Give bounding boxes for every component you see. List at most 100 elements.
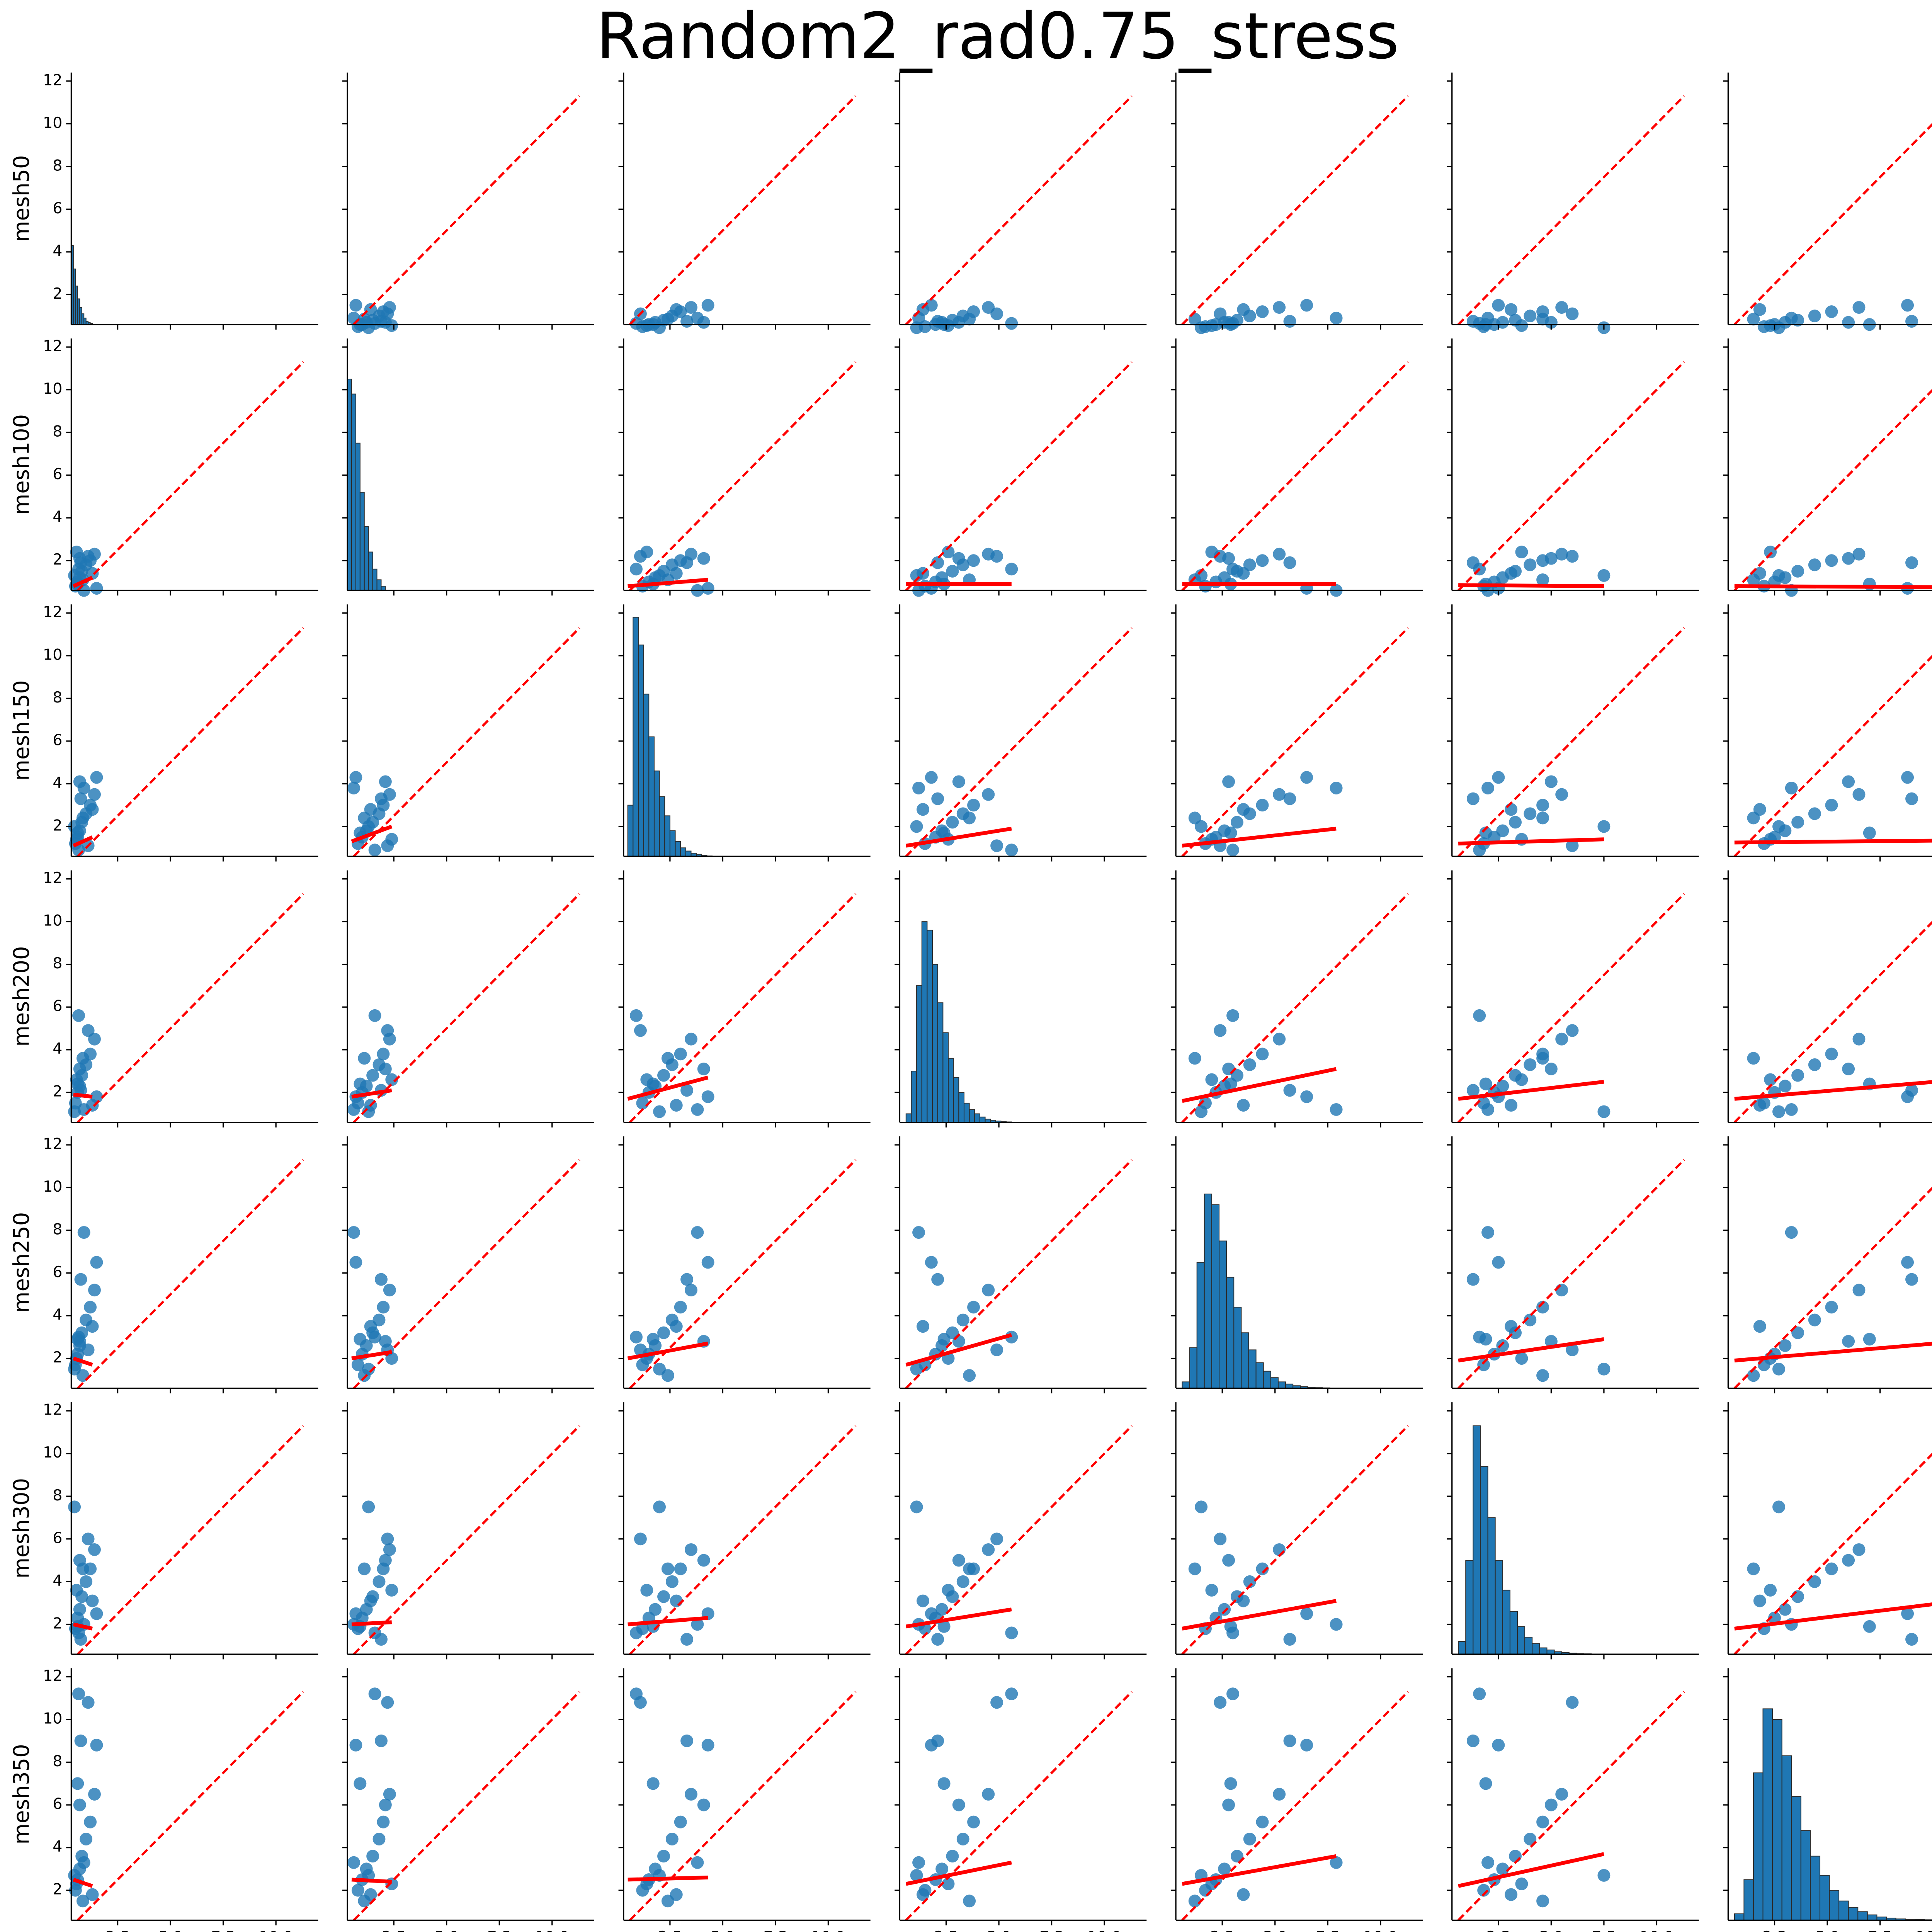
scatter-point	[685, 1032, 697, 1046]
scatter-point	[1825, 1048, 1838, 1061]
x-tick-label: 10.0	[811, 1928, 845, 1932]
scatter-point	[910, 820, 923, 833]
reference-line	[1457, 627, 1685, 857]
scatter-point	[76, 1895, 89, 1908]
scatter-point	[1195, 1105, 1208, 1118]
scatter-point	[1536, 1895, 1549, 1908]
scatter-point	[80, 1833, 93, 1845]
scatter-point	[630, 1626, 643, 1639]
panel	[618, 338, 871, 597]
hist-bar	[675, 841, 681, 857]
scatter-point	[1477, 1884, 1490, 1897]
reference-line	[77, 361, 304, 592]
scatter-point	[691, 1103, 704, 1116]
panel	[1447, 338, 1699, 597]
scatter-point	[1226, 563, 1239, 576]
scatter-point	[952, 552, 965, 565]
hist-bar	[659, 796, 665, 857]
y-tick-label: 4	[53, 242, 62, 260]
scatter-point	[946, 816, 959, 829]
scatter-point	[931, 1734, 944, 1747]
scatter-point	[82, 1532, 95, 1546]
scatter-point	[1785, 782, 1798, 794]
scatter-point	[685, 301, 697, 314]
reference-line	[1733, 1187, 1932, 1389]
panel	[342, 338, 595, 596]
scatter-point	[931, 1633, 944, 1646]
scatter-point	[1214, 1532, 1227, 1546]
scatter-point	[649, 1603, 662, 1616]
x-tick-label: 7.5	[764, 1928, 788, 1932]
reference-line	[905, 361, 1133, 592]
x-tick-label: 10.0	[259, 1928, 293, 1932]
scatter-point	[1905, 1273, 1918, 1286]
scatter-point	[1273, 1787, 1286, 1801]
reference-line	[629, 361, 857, 592]
scatter-point	[1195, 1500, 1208, 1514]
hist-bar	[1743, 1879, 1754, 1921]
scatter-point	[84, 1301, 97, 1314]
scatter-point	[77, 1226, 90, 1239]
scatter-point	[1524, 1833, 1537, 1845]
scatter-point	[88, 1284, 101, 1297]
scatter-point	[942, 1878, 955, 1890]
scatter-point	[674, 1562, 687, 1575]
scatter-point	[1300, 1607, 1313, 1620]
y-tick-label: 6	[53, 199, 62, 217]
scatter-point	[657, 1326, 670, 1339]
panel	[1170, 1136, 1423, 1394]
y-tick-label: 6	[53, 1529, 62, 1547]
fit-line	[1182, 1599, 1337, 1631]
scatter-point	[1226, 844, 1239, 857]
y-tick-label: 6	[53, 1795, 62, 1813]
scatter-point	[1901, 1256, 1914, 1269]
scatter-point	[71, 1777, 84, 1790]
scatter-point	[73, 1603, 86, 1616]
reference-line	[353, 1159, 580, 1389]
scatter-point	[1536, 1815, 1549, 1828]
scatter-point	[1772, 1500, 1785, 1514]
x-tick-label: 2.5	[934, 1928, 958, 1932]
hist-bar	[1867, 1914, 1878, 1921]
scatter-point	[381, 1696, 394, 1709]
scatter-point	[1224, 1620, 1237, 1633]
scatter-point	[379, 1063, 392, 1075]
scatter-point	[74, 1273, 87, 1286]
reference-line	[1457, 361, 1685, 592]
scatter-point	[952, 316, 965, 329]
scatter-point	[1764, 546, 1777, 559]
scatter-point	[670, 1594, 683, 1607]
scatter-point	[364, 303, 377, 316]
hist-bar	[1546, 1650, 1555, 1655]
hist-bar	[1196, 1262, 1205, 1389]
y-tick-label: 2	[53, 1083, 62, 1100]
scatter-point	[912, 782, 925, 794]
scatter-point	[1764, 1073, 1777, 1086]
y-axis-label: mesh350	[9, 1744, 34, 1844]
scatter-point	[1188, 811, 1201, 825]
scatter-point	[1901, 771, 1914, 784]
scatter-point	[646, 1777, 660, 1790]
x-tick-label: 2.5	[105, 1928, 130, 1932]
scatter-point	[383, 1543, 396, 1556]
scatter-point	[680, 1633, 694, 1646]
hist-bar	[1219, 1240, 1227, 1389]
scatter-point	[1300, 1090, 1313, 1103]
scatter-point	[1479, 1777, 1492, 1790]
scatter-point	[1747, 1562, 1760, 1575]
panel	[895, 1136, 1147, 1394]
scatter-point	[1243, 1575, 1256, 1588]
scatter-point	[1005, 563, 1018, 576]
scatter-point	[982, 1543, 995, 1556]
hist-bar	[1857, 1911, 1868, 1921]
scatter-point	[1753, 567, 1766, 580]
scatter-point	[1205, 1583, 1218, 1597]
panel	[1723, 338, 1932, 597]
scatter-point	[383, 1284, 396, 1297]
hist-bar	[1772, 1719, 1782, 1921]
scatter-point	[952, 1554, 965, 1567]
x-tick-label: 5.0	[711, 1928, 735, 1932]
scatter-point	[1496, 1080, 1509, 1093]
reference-line	[905, 95, 1133, 325]
